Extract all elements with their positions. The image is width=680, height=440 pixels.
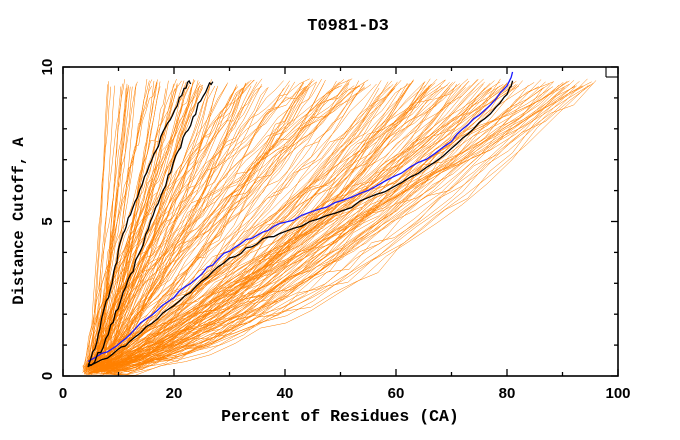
svg-text:80: 80 [499,385,516,402]
svg-text:5: 5 [39,217,56,225]
svg-text:60: 60 [388,385,405,402]
svg-text:Percent of Residues (CA): Percent of Residues (CA) [221,407,459,426]
svg-text:Distance Cutoff, A: Distance Cutoff, A [10,137,28,305]
svg-text:40: 40 [277,385,294,402]
svg-text:20: 20 [166,385,183,402]
svg-text:10: 10 [39,59,56,76]
svg-text:100: 100 [605,385,630,402]
svg-text:0: 0 [59,385,67,402]
svg-text:0: 0 [39,372,56,380]
svg-text:T0981-D3: T0981-D3 [307,17,389,36]
